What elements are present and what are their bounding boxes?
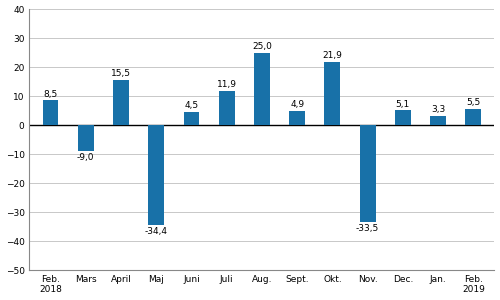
Bar	[113, 80, 129, 125]
Text: 8,5: 8,5	[44, 90, 58, 99]
Text: 11,9: 11,9	[216, 80, 236, 89]
Bar	[148, 125, 164, 225]
Text: 25,0: 25,0	[252, 42, 272, 51]
Text: 5,1: 5,1	[396, 100, 410, 109]
Bar	[430, 116, 446, 125]
Text: -33,5: -33,5	[356, 224, 379, 233]
Bar	[254, 52, 270, 125]
Bar	[184, 112, 200, 125]
Text: -9,0: -9,0	[77, 153, 94, 162]
Text: 21,9: 21,9	[322, 51, 342, 60]
Bar	[395, 110, 411, 125]
Bar	[219, 91, 234, 125]
Bar	[42, 100, 58, 125]
Text: 15,5: 15,5	[111, 69, 131, 78]
Bar	[324, 61, 340, 125]
Bar	[360, 125, 376, 222]
Text: 4,9: 4,9	[290, 100, 304, 109]
Text: 4,5: 4,5	[184, 101, 198, 110]
Text: 3,3: 3,3	[431, 105, 445, 114]
Text: 5,5: 5,5	[466, 98, 480, 107]
Bar	[466, 109, 481, 125]
Text: -34,4: -34,4	[144, 227, 168, 236]
Bar	[289, 111, 305, 125]
Bar	[78, 125, 94, 151]
